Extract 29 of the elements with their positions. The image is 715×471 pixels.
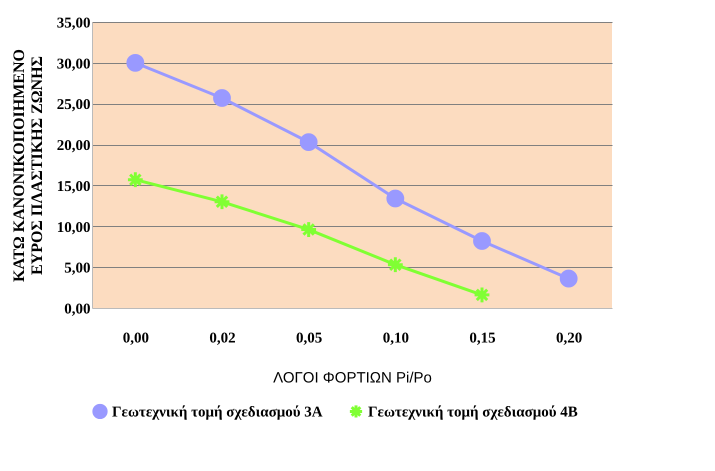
x-axis-title: ΛΟΓΟΙ ΦΟΡΤΙΩΝ Pi/Po <box>273 370 432 386</box>
y-tick-label: 15,00 <box>56 178 90 195</box>
point <box>386 190 404 208</box>
y-tick-label: 0,00 <box>64 302 90 318</box>
legend-label: Γεωτεχνική τομή σχεδιασμού 3Α <box>112 404 323 420</box>
point <box>300 133 318 152</box>
x-tick-label: 0,10 <box>382 330 409 346</box>
y-tick-label: 30,00 <box>56 56 90 72</box>
point <box>473 286 491 304</box>
y-tick-label: 20,00 <box>56 138 90 154</box>
legend-label: Γεωτεχνική τομή σχεδιασμού 4Β <box>368 404 578 420</box>
point <box>473 232 491 250</box>
y-tick-label: 25,00 <box>56 97 90 114</box>
x-tick-label: 0,15 <box>469 330 496 346</box>
y-tick-label: 5,00 <box>64 260 90 277</box>
x-tick-label: 0,02 <box>209 330 236 346</box>
y-axis-title: ΚΑΤΩ ΚΑΝΟΝΙΚΟΠΟΙΗΜΕΝΟ ΕΥΡΟΣ ΠΛΑΣΤΙΚΗΣ ΖΩΝΗΣ <box>10 49 46 282</box>
x-tick-label: 0,05 <box>296 330 322 346</box>
x-tick-label: 0,20 <box>556 330 582 346</box>
y-tick-label: 35,00 <box>56 16 90 32</box>
point <box>213 192 231 211</box>
point <box>386 256 404 274</box>
y-tick-label: 10,00 <box>56 220 90 236</box>
point <box>560 270 578 288</box>
point <box>126 54 144 72</box>
point <box>126 170 144 189</box>
point <box>213 89 231 107</box>
x-tick-label: 0,00 <box>122 330 149 346</box>
point <box>300 220 318 238</box>
